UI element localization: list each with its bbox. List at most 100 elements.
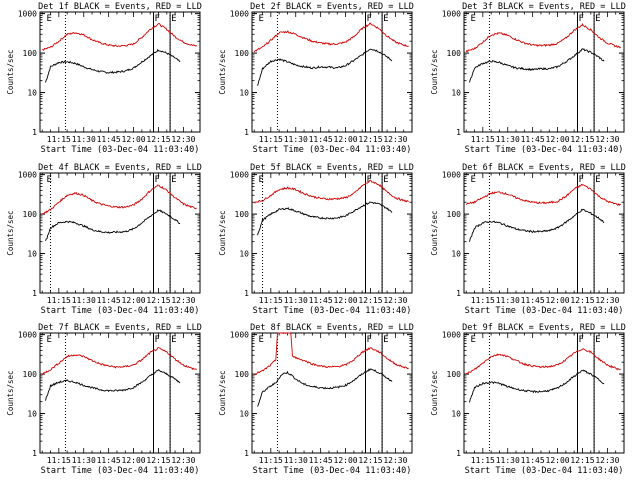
- chart-panel-8: Det 8f BLACK = Events, RED = LLD 1 10 100 10…: [218, 323, 414, 476]
- plot-frame: [463, 172, 625, 294]
- y-tick-label: 10: [27, 89, 37, 98]
- x-tick-label: 11:15: [47, 296, 71, 305]
- x-tick-label: 12:00: [122, 296, 146, 305]
- x-axis-label: Start Time (03-Dec-04 11:03:40): [253, 466, 412, 476]
- y-tick-label: 10: [451, 410, 461, 419]
- x-tick-label: 12:15: [358, 296, 382, 305]
- series-line-lld: [41, 346, 197, 376]
- x-tick-label: 12:30: [595, 296, 619, 305]
- x-axis-label: Start Time (03-Dec-04 11:03:40): [465, 466, 624, 476]
- y-tick-label: 1: [244, 128, 249, 137]
- y-tick-label: 1000: [442, 10, 461, 19]
- x-tick-label: 12:00: [122, 135, 146, 144]
- x-tick-label: 12:15: [146, 135, 170, 144]
- x-tick-label: 12:00: [334, 296, 358, 305]
- chart-panel-6: Det 6f BLACK = Events, RED = LLD 1 10 100 10…: [430, 163, 626, 316]
- x-tick-label: 11:30: [284, 135, 308, 144]
- series-line-lld: [41, 23, 197, 51]
- y-tick-label: 100: [23, 49, 38, 58]
- y-tick-label: 100: [235, 210, 250, 219]
- x-tick-label: 12:30: [171, 456, 195, 465]
- series-line-lld: [253, 332, 409, 376]
- x-tick-label: 11:15: [471, 296, 495, 305]
- series-line-lld: [465, 183, 622, 207]
- x-tick-label: 12:15: [570, 135, 594, 144]
- x-tick-label: 11:45: [521, 296, 545, 305]
- y-axis-label: Counts/sec: [218, 210, 227, 255]
- interval-marker-f: F: [578, 335, 583, 345]
- y-tick-label: 1000: [442, 171, 461, 180]
- interval-marker-f: F: [154, 175, 159, 185]
- x-tick-label: 12:15: [570, 296, 594, 305]
- x-tick-label: 12:00: [546, 135, 570, 144]
- x-tick-label: 12:30: [383, 296, 407, 305]
- y-axis-label: Counts/sec: [6, 370, 15, 415]
- x-tick-label: 11:30: [284, 456, 308, 465]
- x-axis-label: Start Time (03-Dec-04 11:03:40): [465, 306, 624, 316]
- series-line-events: [45, 209, 181, 241]
- interval-marker-f: F: [154, 335, 159, 345]
- y-axis-label: Counts/sec: [430, 370, 439, 415]
- chart-panel-2: Det 2f BLACK = Events, RED = LLD 1 10 100 10…: [218, 2, 414, 155]
- y-axis-label: Counts/sec: [430, 210, 439, 255]
- interval-marker-e: E: [259, 14, 264, 24]
- x-tick-label: 11:30: [72, 135, 96, 144]
- y-tick-label: 1000: [442, 331, 461, 340]
- x-tick-label: 11:15: [259, 296, 283, 305]
- interval-marker-e: E: [471, 175, 476, 185]
- x-axis-label: Start Time (03-Dec-04 11:03:40): [253, 145, 412, 155]
- y-axis-label: Counts/sec: [218, 370, 227, 415]
- chart-title: Det 8f BLACK = Events, RED = LLD: [250, 323, 414, 333]
- y-axis-label: Counts/sec: [218, 49, 227, 94]
- x-tick-label: 11:45: [309, 135, 333, 144]
- interval-marker-f: F: [366, 14, 371, 24]
- x-tick-label: 12:30: [383, 135, 407, 144]
- chart-panel-9: Det 9f BLACK = Events, RED = LLD 1 10 100 10…: [430, 323, 626, 476]
- y-tick-label: 1000: [18, 171, 37, 180]
- y-tick-label: 10: [451, 250, 461, 259]
- x-tick-label: 12:30: [595, 456, 619, 465]
- series-line-events: [45, 369, 181, 401]
- x-tick-label: 11:30: [72, 456, 96, 465]
- y-axis-label: Counts/sec: [6, 210, 15, 255]
- x-tick-label: 11:45: [97, 135, 121, 144]
- x-tick-label: 11:30: [72, 296, 96, 305]
- series-line-lld: [253, 22, 409, 53]
- chart-title: Det 1f BLACK = Events, RED = LLD: [38, 2, 202, 12]
- y-tick-label: 1: [244, 449, 249, 458]
- interval-marker-e: E: [595, 175, 600, 185]
- x-tick-label: 11:45: [97, 456, 121, 465]
- chart-title: Det 5f BLACK = Events, RED = LLD: [250, 163, 414, 173]
- x-tick-label: 11:15: [259, 135, 283, 144]
- y-tick-label: 1: [456, 289, 461, 298]
- y-tick-label: 1: [32, 449, 37, 458]
- x-axis-label: Start Time (03-Dec-04 11:03:40): [41, 306, 200, 316]
- y-tick-label: 100: [447, 49, 462, 58]
- x-tick-label: 12:00: [334, 135, 358, 144]
- chart-panel-4: Det 4f BLACK = Events, RED = LLD 1 10 100 10…: [6, 163, 202, 316]
- x-tick-label: 11:15: [47, 456, 71, 465]
- plot-frame: [251, 332, 413, 454]
- series-line-events: [45, 48, 181, 83]
- x-tick-label: 11:15: [471, 135, 495, 144]
- x-tick-label: 11:45: [97, 296, 121, 305]
- interval-marker-f: F: [154, 14, 159, 24]
- interval-marker-f: F: [366, 335, 371, 345]
- y-tick-label: 100: [235, 370, 250, 379]
- chart-title: Det 3f BLACK = Events, RED = LLD: [462, 2, 626, 12]
- interval-marker-e: E: [383, 175, 388, 185]
- series-line-events: [257, 368, 393, 407]
- y-tick-label: 1: [32, 289, 37, 298]
- plot-frame: [251, 172, 413, 294]
- x-axis-label: Start Time (03-Dec-04 11:03:40): [465, 145, 624, 155]
- interval-marker-e: E: [595, 14, 600, 24]
- x-tick-label: 12:30: [595, 135, 619, 144]
- x-axis-label: Start Time (03-Dec-04 11:03:40): [41, 145, 200, 155]
- y-tick-label: 1: [456, 128, 461, 137]
- y-tick-label: 1000: [230, 331, 249, 340]
- y-axis-label: Counts/sec: [430, 49, 439, 94]
- x-tick-label: 11:30: [496, 456, 520, 465]
- y-tick-label: 100: [23, 370, 38, 379]
- x-tick-label: 12:15: [146, 456, 170, 465]
- x-tick-label: 11:45: [521, 456, 545, 465]
